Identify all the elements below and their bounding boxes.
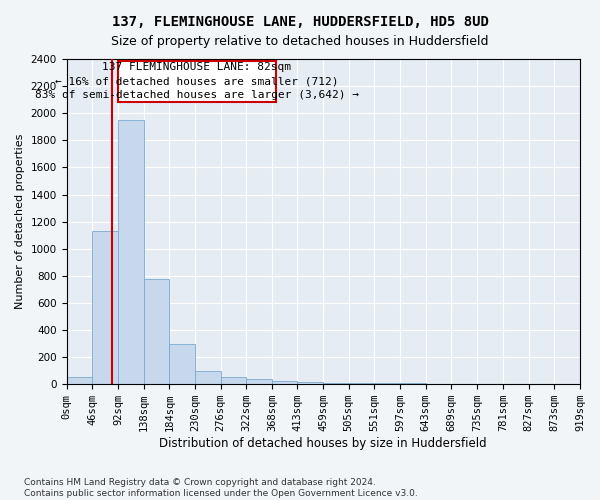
Bar bbox=[247, 379, 272, 384]
Text: 137, FLEMINGHOUSE LANE, HUDDERSFIELD, HD5 8UD: 137, FLEMINGHOUSE LANE, HUDDERSFIELD, HD… bbox=[112, 15, 488, 29]
Text: Size of property relative to detached houses in Huddersfield: Size of property relative to detached ho… bbox=[111, 35, 489, 48]
Bar bbox=[323, 382, 349, 384]
Text: 137 FLEMINGHOUSE LANE: 82sqm
← 16% of detached houses are smaller (712)
83% of s: 137 FLEMINGHOUSE LANE: 82sqm ← 16% of de… bbox=[35, 62, 359, 100]
Bar bbox=[118, 120, 143, 384]
Bar bbox=[169, 344, 195, 384]
Y-axis label: Number of detached properties: Number of detached properties bbox=[15, 134, 25, 310]
Bar bbox=[374, 383, 400, 384]
Text: Contains HM Land Registry data © Crown copyright and database right 2024.
Contai: Contains HM Land Registry data © Crown c… bbox=[24, 478, 418, 498]
Bar bbox=[349, 383, 374, 384]
Bar bbox=[195, 370, 221, 384]
Bar bbox=[221, 378, 247, 384]
Bar bbox=[143, 278, 169, 384]
Bar bbox=[67, 378, 92, 384]
Bar bbox=[92, 231, 118, 384]
Bar bbox=[297, 382, 323, 384]
X-axis label: Distribution of detached houses by size in Huddersfield: Distribution of detached houses by size … bbox=[160, 437, 487, 450]
Bar bbox=[272, 381, 297, 384]
FancyBboxPatch shape bbox=[118, 61, 276, 102]
